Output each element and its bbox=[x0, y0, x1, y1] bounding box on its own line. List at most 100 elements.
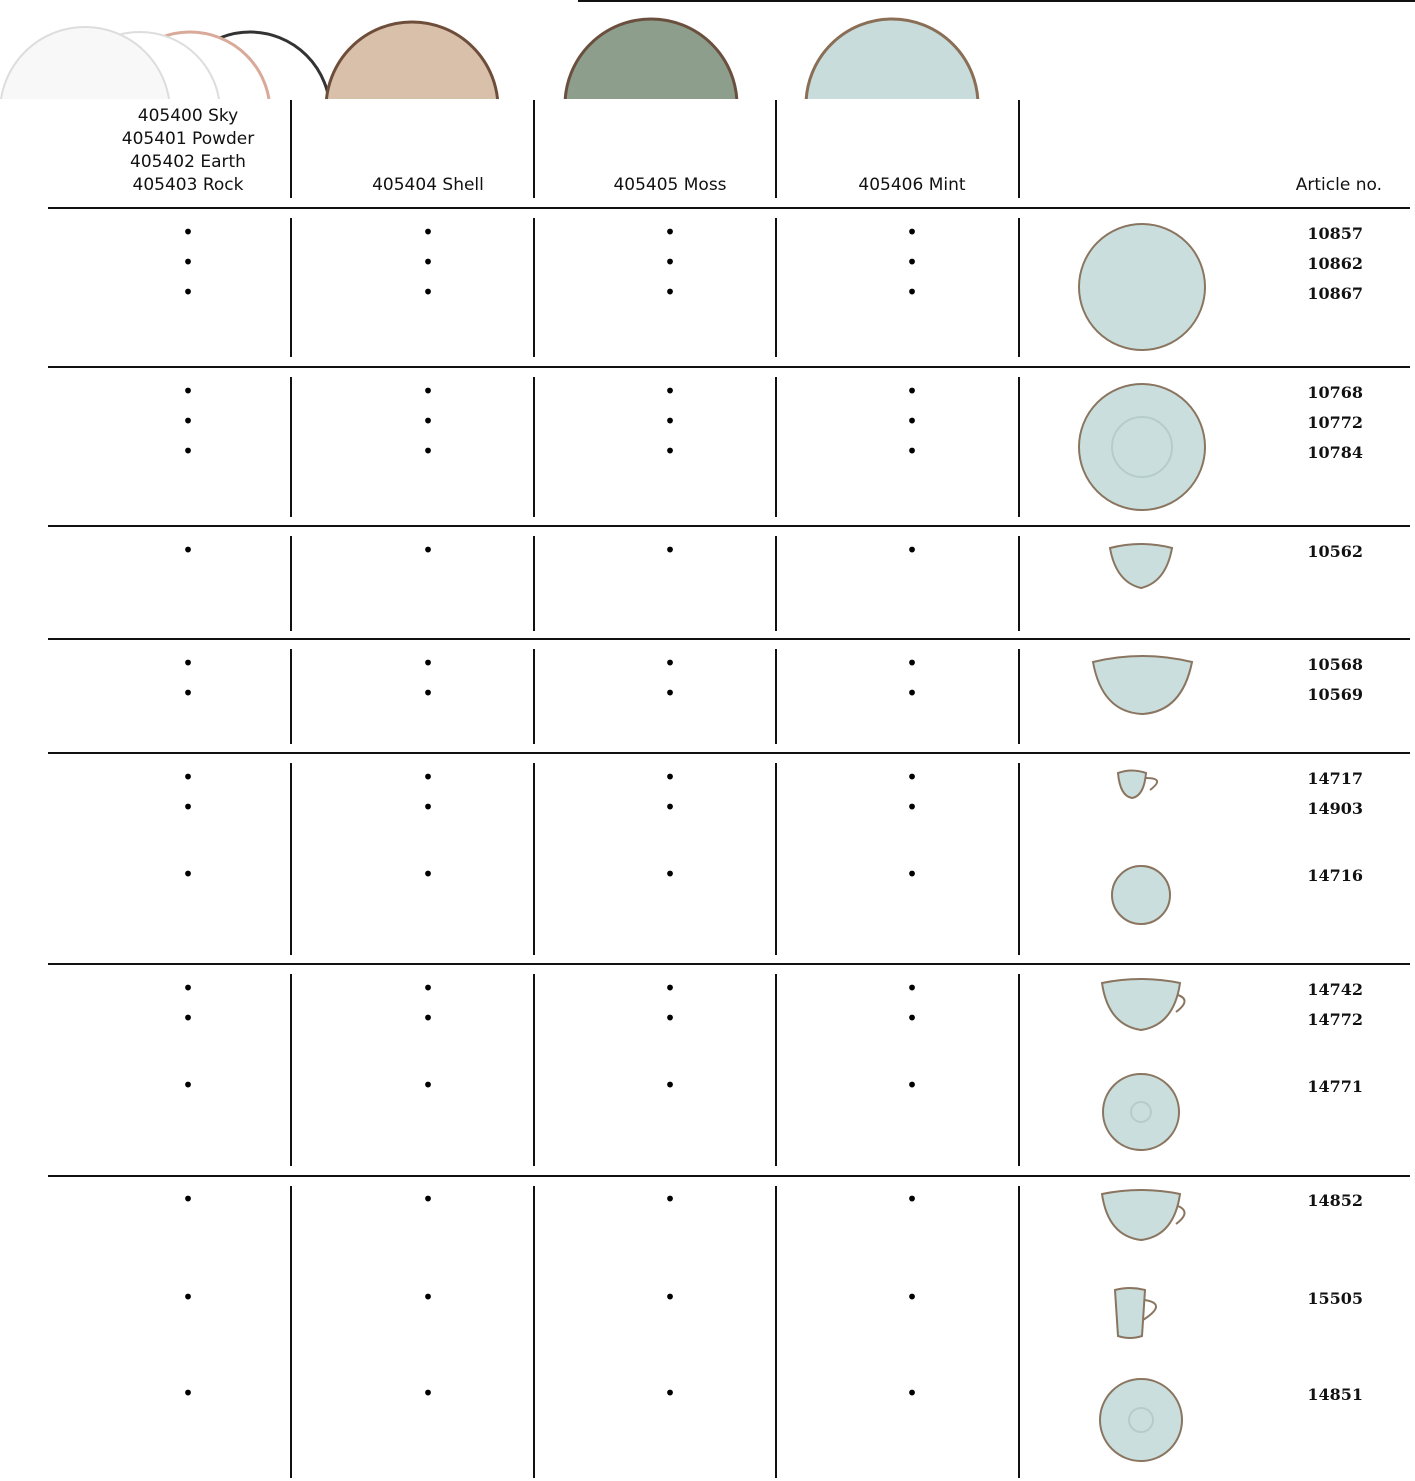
availability-mark: • bbox=[906, 250, 918, 274]
availability-mark: • bbox=[182, 1073, 194, 1097]
availability-mark: • bbox=[182, 862, 194, 886]
availability-mark: • bbox=[664, 1381, 676, 1405]
availability-mark: • bbox=[664, 1073, 676, 1097]
availability-mark: • bbox=[906, 1381, 918, 1405]
availability-mark: • bbox=[906, 862, 918, 886]
article-number: 14716 bbox=[1307, 866, 1363, 885]
availability-mark: • bbox=[182, 1285, 194, 1309]
availability-mark: • bbox=[906, 795, 918, 819]
article-number: 14852 bbox=[1307, 1191, 1363, 1210]
availability-mark: • bbox=[422, 795, 434, 819]
header-plates bbox=[0, 17, 980, 99]
article-number: 10862 bbox=[1307, 254, 1363, 273]
article-number: 14717 bbox=[1307, 769, 1363, 788]
availability-mark: • bbox=[906, 651, 918, 675]
article-number: 10768 bbox=[1307, 383, 1363, 402]
availability-mark: • bbox=[664, 1187, 676, 1211]
availability-mark: • bbox=[182, 765, 194, 789]
column-header: 405406 Mint bbox=[858, 175, 965, 195]
availability-mark: • bbox=[906, 220, 918, 244]
availability-mark: • bbox=[664, 379, 676, 403]
availability-mark: • bbox=[906, 379, 918, 403]
availability-mark: • bbox=[664, 765, 676, 789]
article-number: 10867 bbox=[1307, 284, 1363, 303]
availability-mark: • bbox=[664, 250, 676, 274]
availability-mark: • bbox=[422, 765, 434, 789]
availability-mark: • bbox=[664, 220, 676, 244]
availability-mark: • bbox=[182, 976, 194, 1000]
article-number: 10569 bbox=[1307, 685, 1363, 704]
availability-mark: • bbox=[906, 280, 918, 304]
availability-mark: • bbox=[422, 862, 434, 886]
availability-mark: • bbox=[906, 976, 918, 1000]
availability-mark: • bbox=[182, 409, 194, 433]
availability-mark: • bbox=[664, 651, 676, 675]
availability-mark: • bbox=[906, 538, 918, 562]
availability-mark: • bbox=[422, 651, 434, 675]
availability-mark: • bbox=[906, 409, 918, 433]
article-number: 14742 bbox=[1307, 980, 1363, 999]
column-header: 405403 Rock bbox=[133, 175, 244, 195]
availability-mark: • bbox=[422, 1073, 434, 1097]
availability-mark: • bbox=[422, 1187, 434, 1211]
availability-mark: • bbox=[422, 379, 434, 403]
availability-mark: • bbox=[664, 1006, 676, 1030]
article-number: 14772 bbox=[1307, 1010, 1363, 1029]
article-header: Article no. bbox=[1296, 175, 1382, 195]
availability-mark: • bbox=[182, 220, 194, 244]
product-images bbox=[1078, 223, 1206, 1462]
column-header: 405402 Earth bbox=[130, 152, 246, 172]
availability-mark: • bbox=[664, 795, 676, 819]
availability-mark: • bbox=[906, 1073, 918, 1097]
availability-mark: • bbox=[182, 1187, 194, 1211]
availability-mark: • bbox=[906, 439, 918, 463]
availability-mark: • bbox=[664, 409, 676, 433]
availability-mark: • bbox=[182, 280, 194, 304]
availability-mark: • bbox=[906, 765, 918, 789]
availability-mark: • bbox=[906, 1187, 918, 1211]
article-number: 10784 bbox=[1307, 443, 1363, 462]
availability-mark: • bbox=[664, 538, 676, 562]
availability-mark: • bbox=[664, 681, 676, 705]
article-number: 10568 bbox=[1307, 655, 1363, 674]
availability-mark: • bbox=[182, 1006, 194, 1030]
availability-mark: • bbox=[182, 439, 194, 463]
article-number: 14851 bbox=[1307, 1385, 1363, 1404]
availability-mark: • bbox=[422, 1006, 434, 1030]
availability-mark: • bbox=[182, 1381, 194, 1405]
availability-mark: • bbox=[422, 976, 434, 1000]
availability-mark: • bbox=[422, 220, 434, 244]
availability-mark: • bbox=[182, 538, 194, 562]
availability-mark: • bbox=[422, 1381, 434, 1405]
availability-mark: • bbox=[664, 439, 676, 463]
column-header: 405401 Powder bbox=[122, 129, 255, 149]
article-number: 10772 bbox=[1307, 413, 1363, 432]
availability-mark: • bbox=[664, 862, 676, 886]
availability-mark: • bbox=[422, 538, 434, 562]
availability-mark: • bbox=[422, 439, 434, 463]
column-header: 405404 Shell bbox=[372, 175, 484, 195]
availability-mark: • bbox=[906, 1006, 918, 1030]
availability-mark: • bbox=[422, 250, 434, 274]
article-number: 10857 bbox=[1307, 224, 1363, 243]
availability-mark: • bbox=[906, 681, 918, 705]
availability-mark: • bbox=[182, 250, 194, 274]
availability-mark: • bbox=[422, 681, 434, 705]
availability-mark: • bbox=[906, 1285, 918, 1309]
availability-mark: • bbox=[664, 1285, 676, 1309]
availability-mark: • bbox=[182, 681, 194, 705]
column-header: 405405 Moss bbox=[613, 175, 726, 195]
availability-mark: • bbox=[664, 976, 676, 1000]
availability-mark: • bbox=[182, 795, 194, 819]
availability-mark: • bbox=[422, 1285, 434, 1309]
article-number: 14903 bbox=[1307, 799, 1363, 818]
column-header: 405400 Sky bbox=[138, 106, 238, 126]
availability-mark: • bbox=[182, 651, 194, 675]
availability-mark: • bbox=[664, 280, 676, 304]
article-number: 15505 bbox=[1307, 1289, 1363, 1308]
availability-mark: • bbox=[422, 409, 434, 433]
article-number: 14771 bbox=[1307, 1077, 1363, 1096]
availability-mark: • bbox=[422, 280, 434, 304]
